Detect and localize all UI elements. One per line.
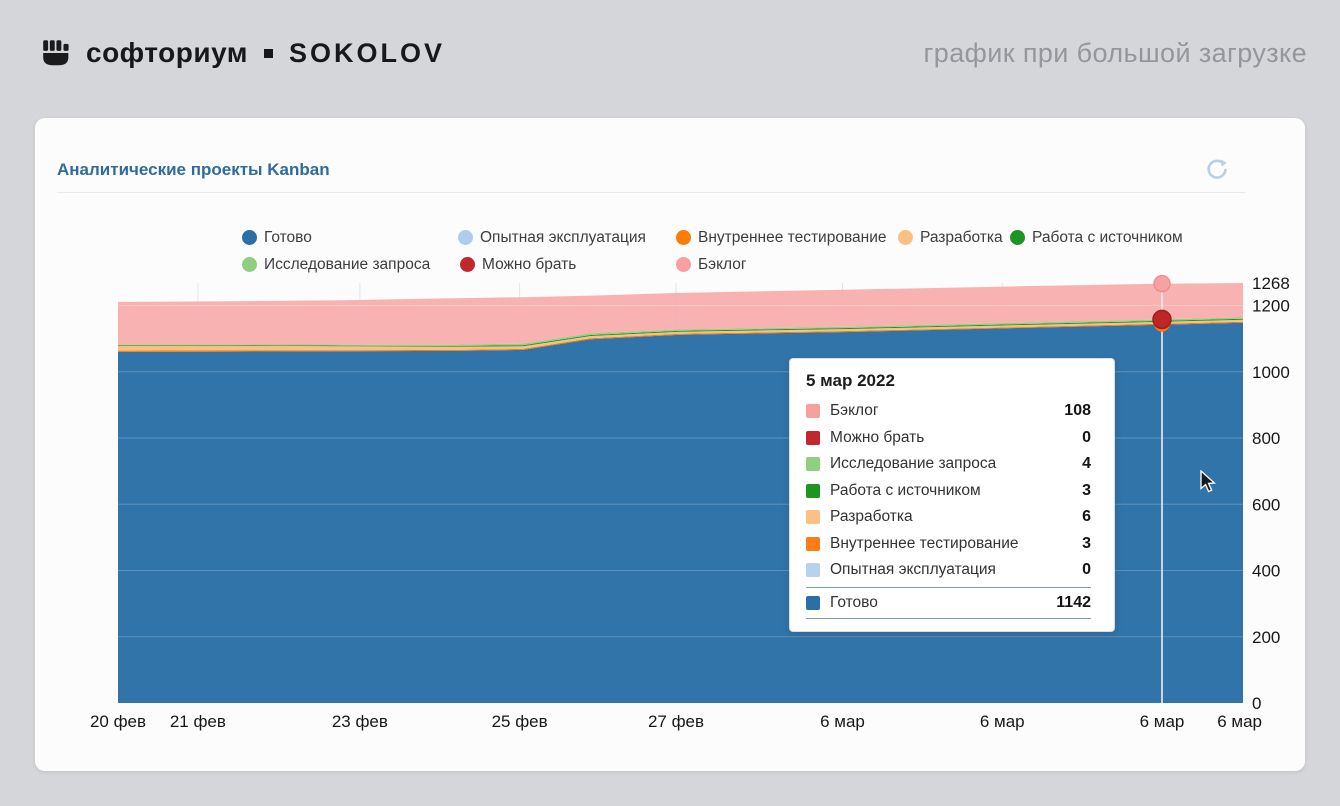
- svg-text:6 мар: 6 мар: [820, 712, 865, 731]
- legend-label: Можно брать: [482, 255, 577, 273]
- legend-color-dot: [1010, 230, 1025, 245]
- tooltip-color-swatch: [806, 430, 820, 445]
- legend-label: Внутреннее тестирование: [698, 228, 887, 246]
- tooltip-color-swatch: [806, 563, 820, 578]
- tooltip-row: Исследование запроса 4: [806, 451, 1091, 478]
- chart-legend: Готово Опытная эксплуатация Внутреннее тес…: [35, 224, 1305, 278]
- legend-item[interactable]: Готово: [242, 229, 458, 247]
- brand-partner: SOKOLOV: [289, 37, 446, 68]
- svg-text:1268: 1268: [1252, 274, 1290, 293]
- tooltip-series-label: Исследование запроса: [830, 455, 997, 473]
- legend-color-dot: [676, 230, 691, 245]
- tooltip-series-label: Можно брать: [830, 428, 925, 446]
- legend-label: Разработка: [920, 228, 1003, 246]
- svg-text:1200: 1200: [1252, 297, 1290, 316]
- brand-name: софториум: [86, 37, 248, 68]
- panel-divider: [57, 192, 1245, 193]
- svg-text:800: 800: [1252, 429, 1280, 448]
- fist-logo-icon: [43, 40, 69, 66]
- legend-item[interactable]: Работа с источником: [1010, 229, 1183, 247]
- tooltip-series-value: 3: [1082, 534, 1091, 552]
- tooltip-color-swatch: [806, 510, 820, 525]
- tooltip-row: Можно брать 0: [806, 425, 1091, 452]
- legend-color-dot: [898, 230, 913, 245]
- legend-item[interactable]: Внутреннее тестирование: [676, 229, 898, 247]
- svg-text:27 фев: 27 фев: [648, 712, 704, 731]
- tooltip-series-value: 1142: [1056, 593, 1091, 611]
- top-header: софториум SOKOLOV график при большой заг…: [40, 28, 1307, 78]
- tooltip-color-swatch: [806, 483, 820, 498]
- refresh-button[interactable]: [1204, 157, 1230, 183]
- svg-text:1000: 1000: [1252, 363, 1290, 382]
- legend-color-dot: [460, 257, 475, 272]
- legend-item[interactable]: Бэклог: [676, 256, 747, 274]
- legend-color-dot: [242, 230, 257, 245]
- chart-tooltip: 5 мар 2022 Бэклог 108 Можно брать 0 Исследов…: [789, 358, 1115, 632]
- legend-label: Готово: [264, 228, 312, 246]
- refresh-icon: [1207, 159, 1227, 179]
- legend-item[interactable]: Исследование запроса: [242, 256, 460, 274]
- legend-color-dot: [458, 230, 473, 245]
- tooltip-date: 5 мар 2022: [806, 371, 895, 390]
- svg-text:6 мар: 6 мар: [1140, 712, 1185, 731]
- tooltip-series-value: 0: [1082, 561, 1091, 579]
- svg-text:20 фев: 20 фев: [90, 712, 146, 731]
- svg-text:25 фев: 25 фев: [492, 712, 548, 731]
- tooltip-row: Внутреннее тестирование 3: [806, 531, 1091, 558]
- svg-text:23 фев: 23 фев: [332, 712, 388, 731]
- tooltip-series-label: Готово: [830, 593, 878, 611]
- svg-text:600: 600: [1252, 495, 1280, 514]
- tooltip-series-value: 108: [1064, 402, 1091, 420]
- separator-square-icon: [264, 48, 273, 58]
- legend-item[interactable]: Разработка: [898, 229, 1010, 247]
- legend-label: Работа с источником: [1032, 228, 1183, 246]
- legend-color-dot: [676, 257, 691, 272]
- svg-text:400: 400: [1252, 562, 1280, 581]
- header-caption: график при большой загрузке: [923, 37, 1307, 68]
- brand: софториум SOKOLOV: [40, 37, 445, 69]
- tooltip-series-value: 3: [1082, 481, 1091, 499]
- svg-text:21 фев: 21 фев: [170, 712, 226, 731]
- tooltip-series-label: Бэклог: [830, 402, 879, 420]
- legend-color-dot: [242, 257, 257, 272]
- tooltip-row: Готово 1142: [806, 586, 1091, 619]
- tooltip-series-value: 0: [1082, 428, 1091, 446]
- tooltip-series-label: Опытная эксплуатация: [830, 561, 996, 579]
- svg-text:6 мар: 6 мар: [980, 712, 1025, 731]
- tooltip-color-swatch: [806, 404, 820, 419]
- tooltip-color-swatch: [806, 536, 820, 551]
- svg-text:200: 200: [1252, 628, 1280, 647]
- tooltip-series-label: Внутреннее тестирование: [830, 534, 1019, 552]
- legend-row: Исследование запроса Можно брать Бэклог: [242, 251, 1305, 278]
- tooltip-series-value: 6: [1082, 508, 1091, 526]
- tooltip-row: Опытная эксплуатация 0: [806, 557, 1091, 584]
- legend-row: Готово Опытная эксплуатация Внутреннее тес…: [242, 224, 1305, 251]
- tooltip-series-label: Разработка: [830, 508, 913, 526]
- svg-text:0: 0: [1252, 694, 1261, 713]
- legend-item[interactable]: Можно брать: [460, 256, 676, 274]
- svg-text:6 мар: 6 мар: [1217, 712, 1262, 731]
- legend-label: Опытная эксплуатация: [480, 228, 646, 246]
- tooltip-series-value: 4: [1082, 455, 1091, 473]
- tooltip-series-label: Работа с источником: [830, 481, 981, 499]
- tooltip-row: Работа с источником 3: [806, 478, 1091, 505]
- legend-item[interactable]: Опытная эксплуатация: [458, 229, 676, 247]
- mouse-cursor-icon: [1200, 470, 1217, 493]
- panel-title: Аналитические проекты Kanban: [57, 160, 330, 179]
- tooltip-color-swatch: [806, 457, 820, 472]
- tooltip-row: Разработка 6: [806, 504, 1091, 531]
- tooltip-row: Бэклог 108: [806, 398, 1091, 425]
- tooltip-color-swatch: [806, 595, 820, 610]
- legend-label: Исследование запроса: [264, 255, 431, 273]
- legend-label: Бэклог: [698, 255, 747, 273]
